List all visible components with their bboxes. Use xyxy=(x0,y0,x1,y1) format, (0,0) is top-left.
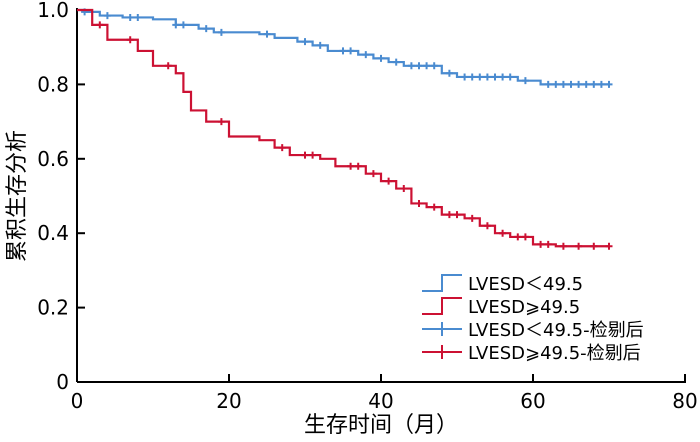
legend-label: LVESD⩾49.5-检剔后 xyxy=(468,343,641,364)
legend-label: LVESD＜49.5-检剔后 xyxy=(468,320,644,341)
censor-mark xyxy=(172,21,180,29)
censor-mark xyxy=(179,21,187,29)
censor-mark xyxy=(385,177,393,185)
censor-mark xyxy=(476,73,484,81)
survival-curve-1 xyxy=(77,8,609,86)
censor-mark xyxy=(347,162,355,170)
censor-mark xyxy=(590,242,598,250)
legend: LVESD＜49.5LVESD⩾49.5LVESD＜49.5-检剔后LVESD⩾… xyxy=(422,274,644,364)
censor-mark xyxy=(461,73,469,81)
legend-label: LVESD＜49.5 xyxy=(468,274,583,295)
censor-mark xyxy=(552,80,560,88)
x-axis-label: 生存时间（月） xyxy=(304,413,458,438)
censor-mark xyxy=(377,54,385,62)
censor-mark xyxy=(217,118,225,126)
censor-mark xyxy=(521,77,529,85)
censor-mark xyxy=(430,203,438,211)
censor-mark xyxy=(339,47,347,55)
censor-mark xyxy=(483,73,491,81)
censor-mark xyxy=(559,80,567,88)
censor-mark xyxy=(567,80,575,88)
censor-mark xyxy=(278,144,286,152)
censor-mark xyxy=(430,62,438,70)
censor-mark xyxy=(96,21,104,29)
censor-mark xyxy=(590,80,598,88)
censor-mark xyxy=(309,151,317,159)
censor-mark xyxy=(400,185,408,193)
x-tick-label: 60 xyxy=(520,389,545,413)
censor-mark xyxy=(544,80,552,88)
censor-mark xyxy=(126,13,134,21)
censor-mark xyxy=(559,242,567,250)
legend-label: LVESD⩾49.5 xyxy=(468,297,580,318)
y-tick-label: 0.6 xyxy=(37,147,69,171)
censor-mark xyxy=(347,47,355,55)
legend-step-symbol xyxy=(422,274,462,292)
censor-mark xyxy=(506,73,514,81)
censor-mark xyxy=(537,240,545,248)
censor-mark xyxy=(134,13,142,21)
censor-mark xyxy=(415,199,423,207)
censor-mark xyxy=(575,80,583,88)
censor-mark xyxy=(354,162,362,170)
censor-mark xyxy=(453,211,461,219)
censor-mark xyxy=(316,41,324,49)
censor-mark xyxy=(369,170,377,178)
censor-mark xyxy=(582,80,590,88)
censor-mark xyxy=(126,36,134,44)
censor-mark xyxy=(445,211,453,219)
censor-mark xyxy=(491,73,499,81)
x-tick-label: 0 xyxy=(71,389,84,413)
censor-mark xyxy=(362,51,370,59)
censor-mark xyxy=(423,62,431,70)
legend-censor-symbol xyxy=(422,345,462,359)
y-tick-label: 1.0 xyxy=(37,0,69,22)
censor-mark xyxy=(468,214,476,222)
censor-mark xyxy=(605,80,613,88)
y-tick-label: 0.2 xyxy=(37,296,69,320)
censor-mark xyxy=(217,28,225,36)
y-axis-label: 累积生存分析 xyxy=(5,130,30,262)
censor-mark xyxy=(605,242,613,250)
x-tick-label: 40 xyxy=(368,389,393,413)
censor-mark xyxy=(415,62,423,70)
y-tick-label: 0.4 xyxy=(37,221,69,245)
censor-mark xyxy=(521,233,529,241)
censor-mark xyxy=(544,240,552,248)
censor-mark xyxy=(445,69,453,77)
x-tick-label: 80 xyxy=(672,389,697,413)
censor-mark xyxy=(499,229,507,237)
censor-mark xyxy=(407,62,415,70)
censor-mark xyxy=(514,233,522,241)
survival-curve-2 xyxy=(77,8,609,248)
censor-mark xyxy=(103,12,111,20)
censor-mark xyxy=(164,62,172,70)
censor-mark xyxy=(301,151,309,159)
y-tick-label: 0 xyxy=(56,370,69,394)
censor-mark xyxy=(263,30,271,38)
censor-mark xyxy=(468,73,476,81)
y-tick-label: 0.8 xyxy=(37,72,69,96)
censor-mark xyxy=(575,242,583,250)
censor-mark xyxy=(483,222,491,230)
legend-censor-symbol xyxy=(422,322,462,336)
censor-mark xyxy=(597,80,605,88)
x-tick-label: 20 xyxy=(216,389,241,413)
legend-step-symbol xyxy=(422,297,462,315)
censor-mark xyxy=(301,38,309,46)
censor-mark xyxy=(202,25,210,33)
censor-mark xyxy=(392,58,400,66)
censor-mark xyxy=(499,73,507,81)
